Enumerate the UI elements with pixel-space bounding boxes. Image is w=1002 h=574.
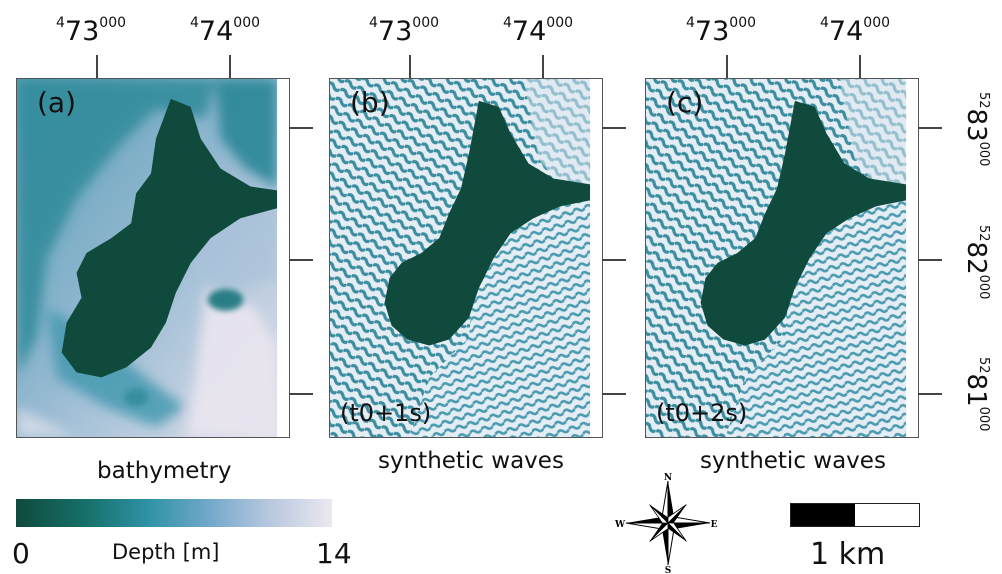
panel-label-c: (c): [666, 86, 704, 119]
x-tick: [726, 55, 728, 79]
scale-bar: [790, 503, 920, 527]
scale-bar-label: 1 km: [810, 537, 886, 572]
wave-field-graphic: [330, 79, 602, 437]
y-tick: [918, 393, 942, 395]
compass-w-label: W: [614, 520, 626, 530]
panel-a-bathymetry-map: (a): [16, 78, 290, 438]
y-tick: [289, 393, 313, 395]
x-coord-label-b-2: 474000: [503, 15, 574, 47]
y-coord-label-1: 5283000: [961, 92, 991, 167]
depth-colorbar: [16, 499, 332, 527]
scale-bar-black-segment: [791, 504, 855, 526]
x-tick: [409, 55, 411, 79]
caption-synthetic-waves-c: synthetic waves: [700, 448, 886, 474]
x-coord-label-b-1: 473000: [369, 15, 440, 47]
panel-b-synthetic-waves-map: (b) (t0+1s): [329, 78, 603, 438]
panel-label-b: (b): [350, 86, 390, 119]
caption-bathymetry: bathymetry: [97, 458, 232, 484]
x-tick: [859, 55, 861, 79]
time-label-c: (t0+2s): [656, 399, 748, 427]
y-tick: [602, 393, 626, 395]
x-coord-label-c-2: 474000: [820, 15, 891, 47]
y-coord-label-3: 5281000: [961, 357, 991, 432]
x-tick: [542, 55, 544, 79]
panel-c-synthetic-waves-map: (c) (t0+2s): [645, 78, 919, 438]
compass-s-label: S: [665, 566, 672, 574]
caption-synthetic-waves-b: synthetic waves: [378, 448, 564, 474]
x-coord-label-a-1: 473000: [56, 15, 127, 47]
compass-rose-icon: N E S W: [614, 473, 718, 574]
y-tick: [602, 127, 626, 129]
y-tick: [289, 127, 313, 129]
colorbar-min-label: 0: [12, 537, 30, 570]
x-coord-label-a-2: 474000: [190, 15, 261, 47]
x-tick: [229, 55, 231, 79]
compass-e-label: E: [711, 520, 718, 530]
colorbar-title: Depth [m]: [112, 540, 220, 564]
compass-n-label: N: [664, 473, 672, 483]
time-label-b: (t0+1s): [340, 399, 432, 427]
wave-field-graphic: [646, 79, 918, 437]
y-tick: [918, 127, 942, 129]
x-coord-label-c-1: 473000: [686, 15, 757, 47]
x-tick: [96, 55, 98, 79]
bathymetry-map-graphic: [17, 79, 289, 437]
y-coord-label-2: 5282000: [961, 225, 991, 300]
colorbar-max-label: 14: [316, 537, 352, 570]
y-tick: [602, 259, 626, 261]
y-tick: [289, 259, 313, 261]
panel-label-a: (a): [37, 86, 77, 119]
y-tick: [918, 259, 942, 261]
